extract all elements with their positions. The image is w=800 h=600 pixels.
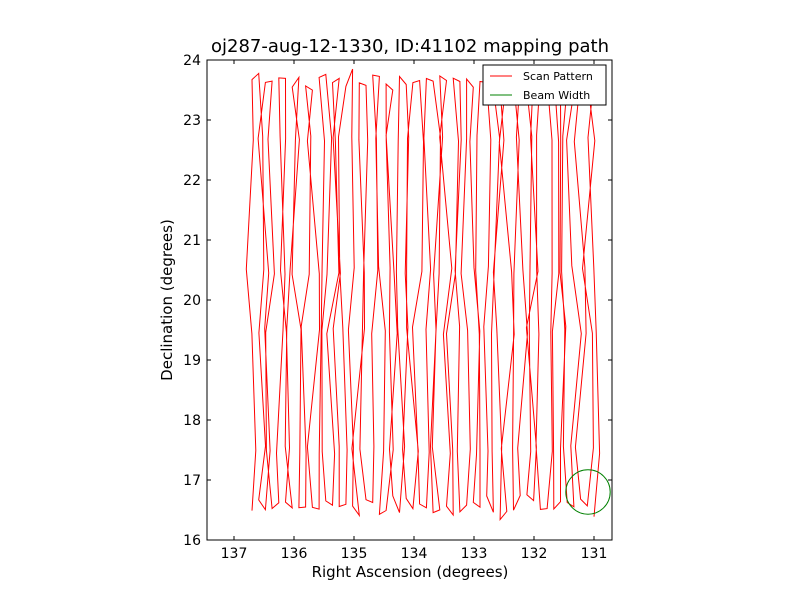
x-tick-label: 133 [461,546,488,562]
y-axis-title: Declination (degrees) [158,219,176,381]
legend: Scan Pattern Beam Width [482,64,607,106]
legend-box [482,64,607,106]
y-tick-label: 23 [183,113,201,129]
x-axis-title: Right Ascension (degrees) [312,563,509,581]
y-tick-label: 24 [183,53,201,69]
legend-label-beam-width: Beam Width [523,89,590,102]
y-tick-label: 22 [183,173,201,189]
y-tick-label: 21 [183,233,201,249]
plot-area [245,68,611,522]
y-tick-label: 20 [183,293,201,309]
y-tick-label: 16 [183,533,201,549]
x-tick-label: 132 [521,546,548,562]
x-tick-label: 135 [341,546,368,562]
x-tick-label: 131 [581,546,608,562]
beam-width-circle [565,469,611,515]
x-tick-label: 137 [221,546,248,562]
y-tick-label: 18 [183,413,201,429]
x-tick-label: 134 [401,546,428,562]
legend-label-scan-pattern: Scan Pattern [523,70,593,83]
axis-ticks: 137 136 135 134 133 132 131 16 17 18 19 20 21 22 23 24 [183,53,612,562]
y-tick-label: 19 [183,353,201,369]
x-tick-label: 136 [281,546,308,562]
chart-title: oj287-aug-12-1330, ID:41102 mapping path [211,36,609,57]
y-tick-label: 17 [183,473,201,489]
scan-pattern-line [245,68,601,522]
